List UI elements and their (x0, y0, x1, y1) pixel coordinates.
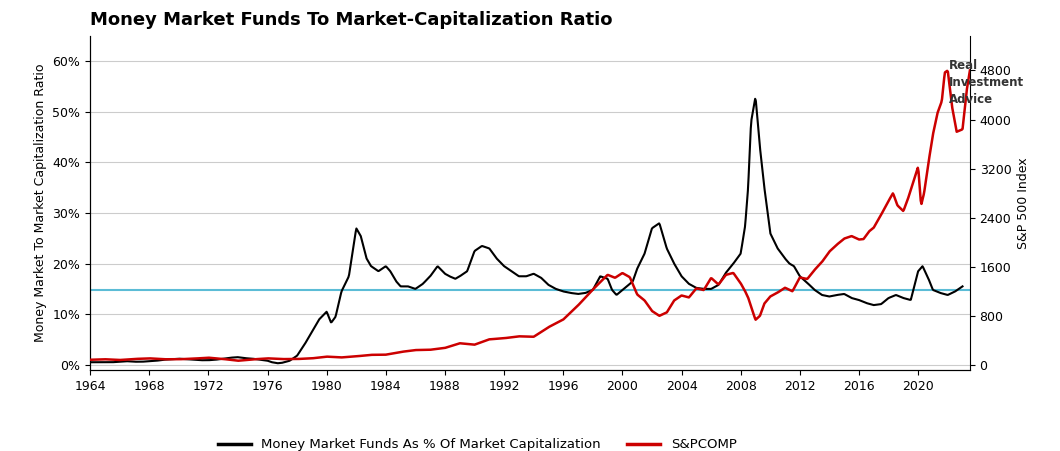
Text: Money Market Funds To Market-Capitalization Ratio: Money Market Funds To Market-Capitalizat… (90, 11, 613, 29)
Text: Real
Investment
Advice: Real Investment Advice (949, 59, 1024, 106)
Y-axis label: S&P 500 Index: S&P 500 Index (1017, 157, 1030, 249)
Legend: Money Market Funds As % Of Market Capitalization, S&PCOMP: Money Market Funds As % Of Market Capita… (212, 433, 742, 451)
Y-axis label: Money Market To Market Capitalization Ratio: Money Market To Market Capitalization Ra… (34, 64, 47, 342)
